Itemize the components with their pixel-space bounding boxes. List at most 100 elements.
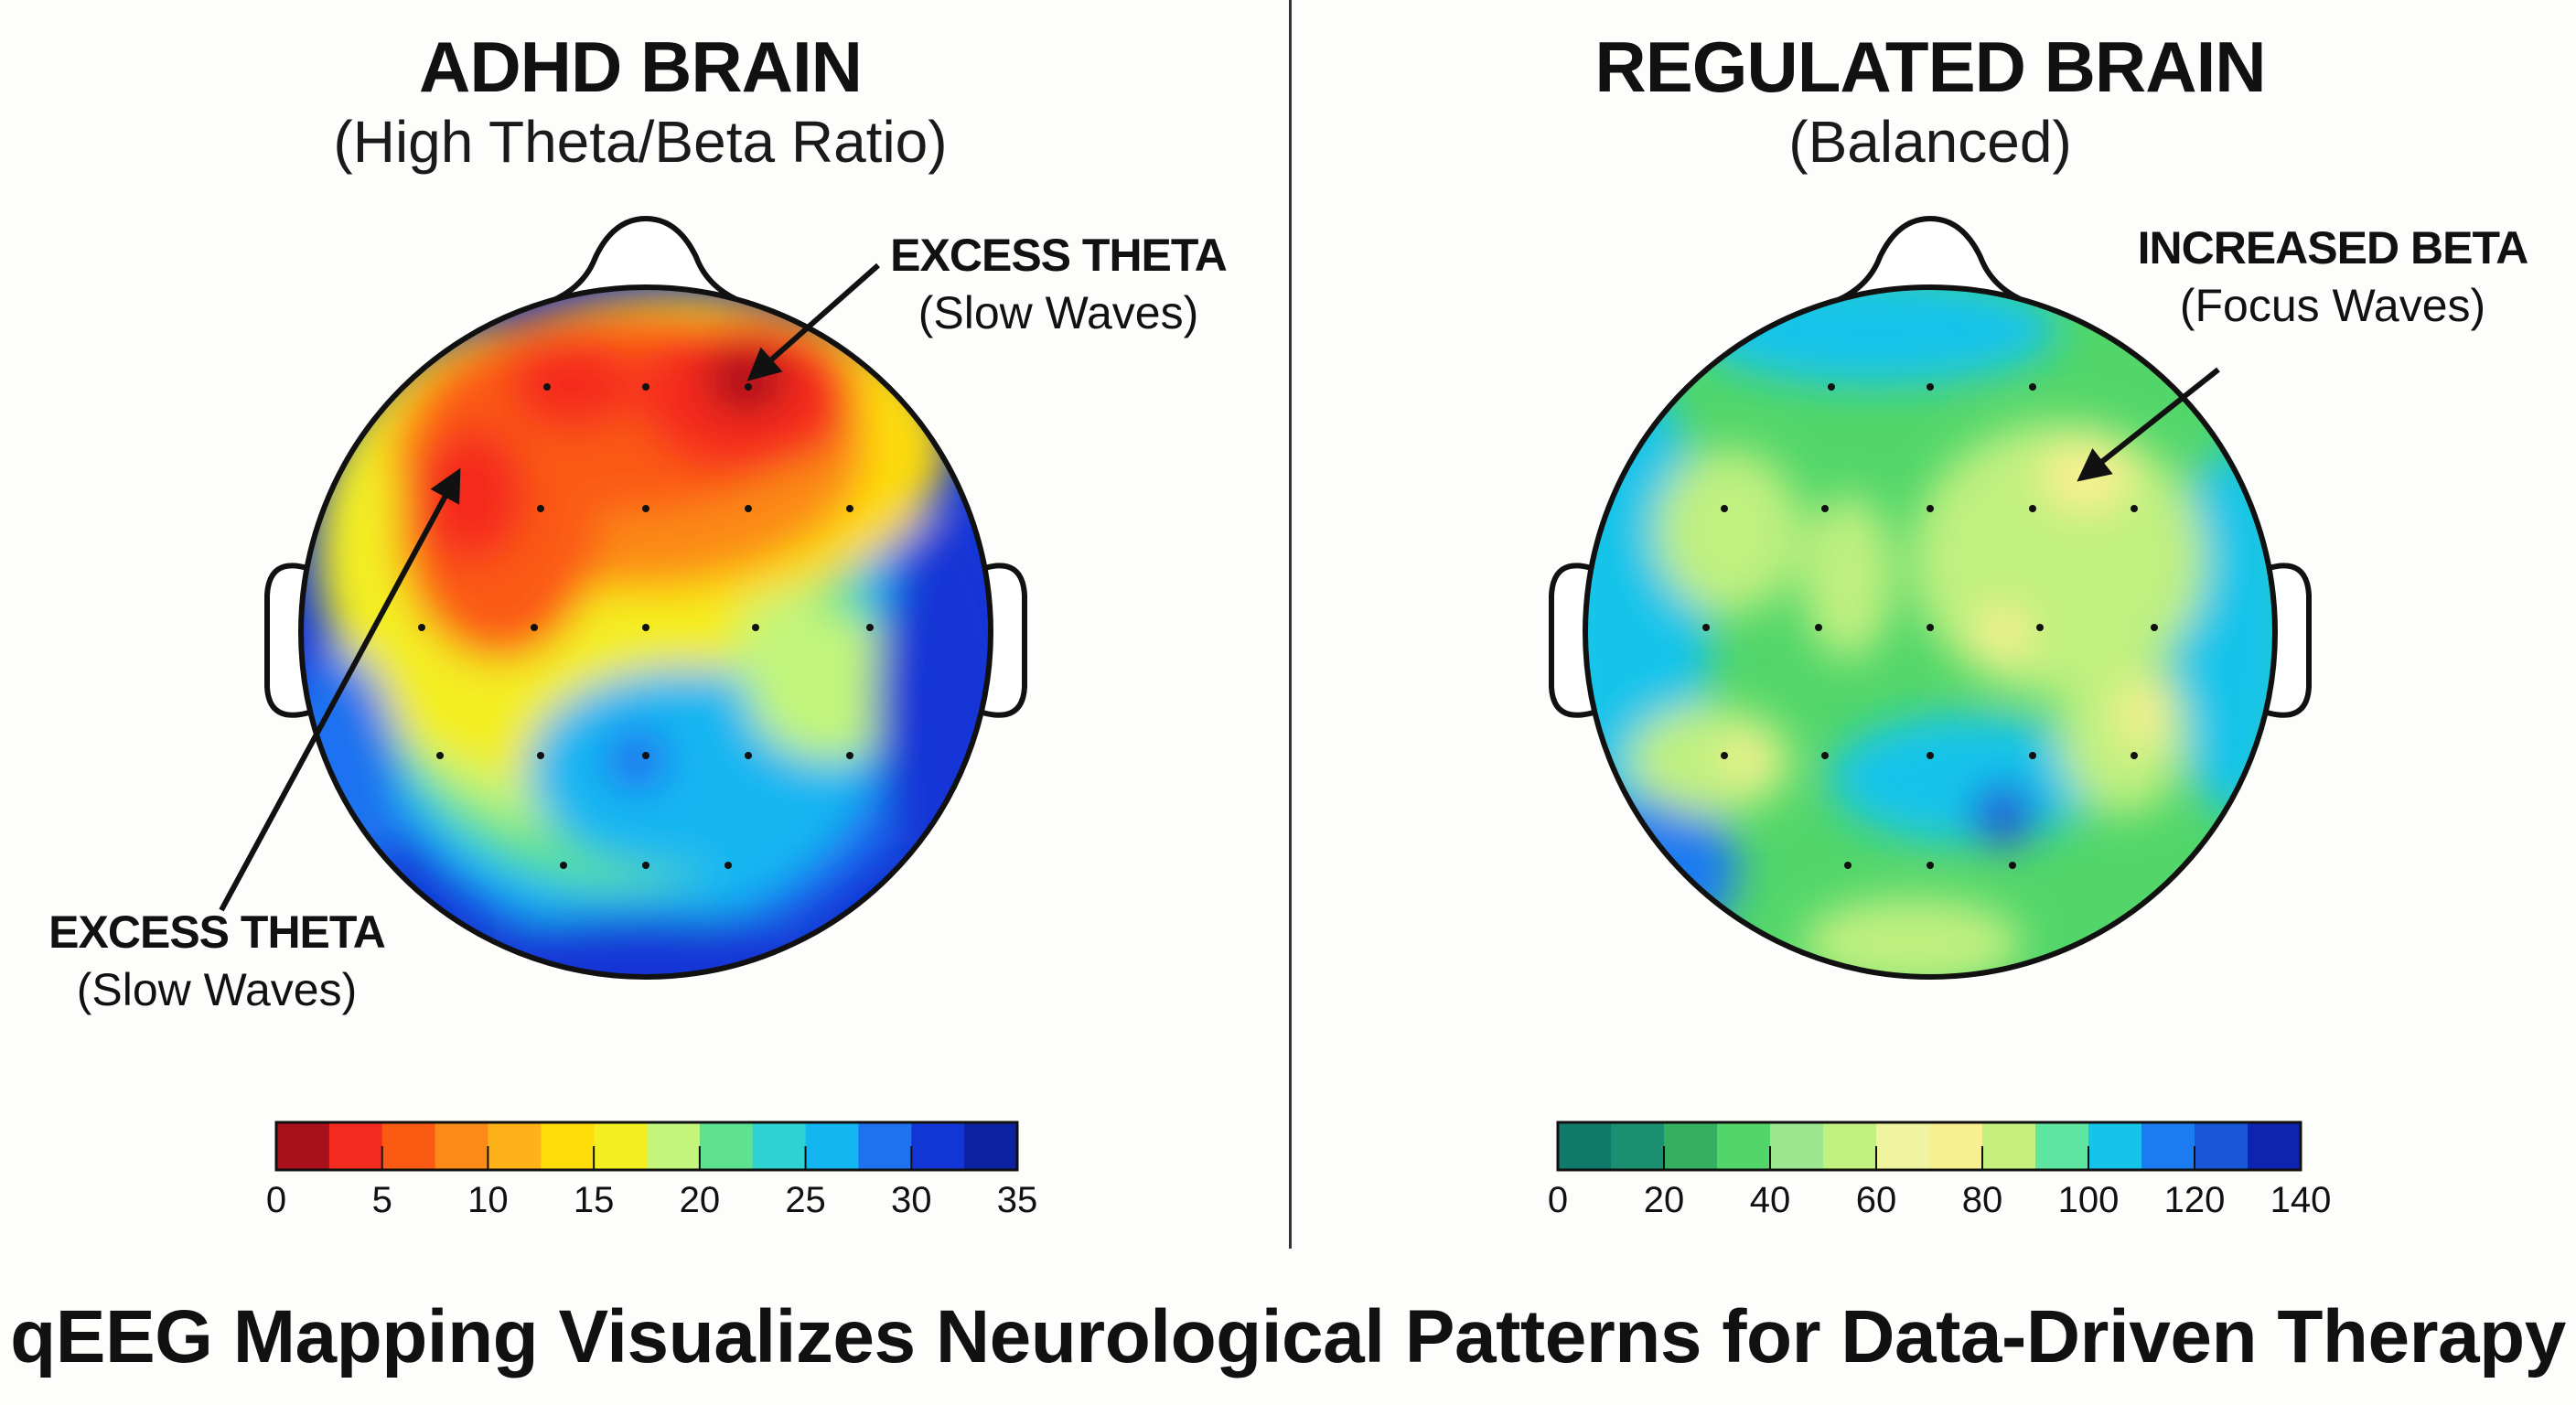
colorbar-swatch — [2088, 1122, 2142, 1170]
nose-outline — [1819, 215, 2041, 309]
electrode-dot — [2151, 624, 2158, 631]
electrode-dot — [2131, 752, 2138, 759]
electrode-dot — [724, 862, 732, 869]
electrode-dot — [642, 624, 649, 631]
electrode-dot — [642, 752, 649, 759]
nose-outline — [535, 215, 757, 309]
adhd-title: ADHD BRAIN — [419, 27, 863, 107]
electrode-dot — [436, 752, 444, 759]
footer-caption: qEEG Mapping Visualizes Neurological Pat… — [10, 1295, 2566, 1378]
electrode-dot — [2029, 383, 2036, 391]
electrode-dot — [1927, 383, 1934, 391]
colorbar-swatch — [328, 1122, 383, 1170]
regulated-brain-map — [1549, 215, 2312, 718]
colorbar-swatch — [1664, 1122, 1718, 1170]
annotation-label: EXCESS THETA — [890, 230, 1228, 281]
arrow-excess-theta-top — [746, 263, 880, 381]
colorbar-tick-label: 0 — [265, 1180, 287, 1220]
regulated-colorbar — [1556, 1121, 2302, 1172]
right-ear-outline — [982, 563, 1027, 718]
electrode-dot — [2131, 505, 2138, 512]
colorbar-swatch — [276, 1122, 330, 1170]
colorbar-tick-label: 100 — [2057, 1180, 2120, 1220]
colorbar-swatch — [488, 1122, 542, 1170]
colorbar-tick-label: 30 — [891, 1180, 932, 1220]
electrode-dot — [2029, 752, 2036, 759]
arrow-excess-theta-bottom — [219, 467, 461, 912]
electrode-dot — [560, 862, 567, 869]
colorbar-swatch — [647, 1122, 701, 1170]
regulated-subtitle: (Balanced) — [1788, 109, 2072, 175]
electrode-dot — [642, 862, 649, 869]
electrode-dot — [531, 624, 538, 631]
colorbar-tick-label: 0 — [1547, 1180, 1569, 1220]
colorbar-swatch — [1717, 1122, 1771, 1170]
electrode-dot — [846, 752, 853, 759]
colorbar-swatch — [1982, 1122, 2036, 1170]
colorbar-tick-label: 60 — [1855, 1180, 1897, 1220]
colorbar-swatch — [2141, 1122, 2195, 1170]
colorbar-swatch — [594, 1122, 648, 1170]
regulated-electrodes — [1702, 383, 2158, 869]
electrode-dot — [1828, 383, 1835, 391]
colorbar-swatch — [2035, 1122, 2089, 1170]
electrode-dot — [2009, 862, 2016, 869]
colorbar-tick-label: 120 — [2163, 1180, 2226, 1220]
left-ear-outline — [1549, 563, 1594, 718]
colorbar-swatch — [752, 1122, 807, 1170]
electrode-dot — [1927, 505, 1934, 512]
colorbar-swatch — [541, 1122, 595, 1170]
electrode-dot — [1815, 624, 1822, 631]
electrode-dot — [1721, 752, 1728, 759]
electrode-dot — [745, 752, 752, 759]
colorbar-swatch — [805, 1122, 859, 1170]
left-ear-outline — [264, 563, 310, 718]
electrode-dot — [418, 624, 425, 631]
electrode-dot — [1844, 862, 1852, 869]
annotation-label: EXCESS THETA — [48, 906, 386, 958]
electrode-dot — [1721, 505, 1728, 512]
electrode-dot — [1821, 752, 1829, 759]
electrode-dot — [543, 383, 551, 391]
electrode-dot — [537, 752, 544, 759]
electrode-dot — [745, 505, 752, 512]
colorbar-tick-label: 10 — [467, 1180, 509, 1220]
adhd-colorbar — [274, 1121, 1019, 1172]
colorbar-swatch — [1929, 1122, 1983, 1170]
colorbar-swatch — [858, 1122, 912, 1170]
colorbar-tick-label: 15 — [573, 1180, 615, 1220]
colorbar-swatch — [1876, 1122, 1930, 1170]
colorbar-swatch — [964, 1122, 1018, 1170]
electrode-dot — [1821, 505, 1829, 512]
colorbar-tick-label: 140 — [2270, 1180, 2332, 1220]
electrode-dot — [2029, 505, 2036, 512]
colorbar-swatch — [381, 1122, 436, 1170]
colorbar-swatch — [1611, 1122, 1665, 1170]
annotation-note: (Slow Waves) — [76, 964, 358, 1015]
colorbar-tick-label: 35 — [996, 1180, 1038, 1220]
colorbar-swatch — [1558, 1122, 1612, 1170]
right-ear-outline — [2266, 563, 2312, 718]
electrode-dot — [1927, 752, 1934, 759]
colorbar-tick-label: 40 — [1749, 1180, 1791, 1220]
regulated-title: REGULATED BRAIN — [1594, 27, 2266, 107]
adhd-subtitle: (High Theta/Beta Ratio) — [333, 109, 948, 175]
electrode-dot — [1927, 862, 1934, 869]
adhd-electrodes — [418, 383, 874, 869]
electrode-dot — [846, 505, 853, 512]
annotation-label: INCREASED BETA — [2137, 222, 2529, 273]
colorbar-tick-label: 80 — [1961, 1180, 2003, 1220]
adhd-head-outline — [298, 284, 993, 980]
electrode-dot — [1927, 624, 1934, 631]
colorbar-swatch — [2248, 1122, 2302, 1170]
electrode-dot — [752, 624, 759, 631]
colorbar-swatch — [2195, 1122, 2249, 1170]
adhd-brain-map — [264, 215, 1027, 718]
electrode-dot — [1702, 624, 1710, 631]
colorbar-tick-label: 20 — [1643, 1180, 1685, 1220]
electrode-dot — [642, 383, 649, 391]
electrode-dot — [537, 505, 544, 512]
colorbar-swatch — [1823, 1122, 1877, 1170]
electrode-dot — [866, 624, 874, 631]
colorbar-swatch — [435, 1122, 488, 1170]
